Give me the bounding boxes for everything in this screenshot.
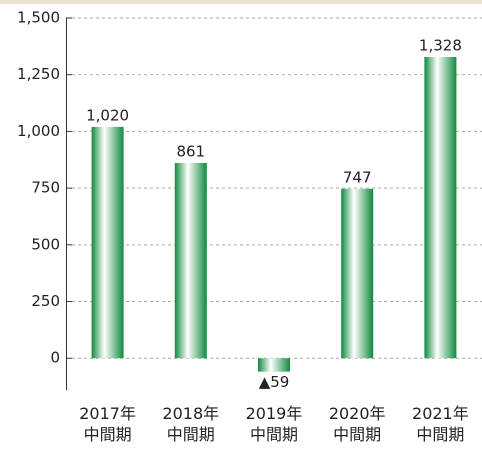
bar [424, 57, 457, 359]
value-label: 861 [176, 142, 205, 160]
bar [174, 162, 207, 359]
y-tick-label: 1,000 [17, 122, 60, 140]
y-tick-label: 1,250 [17, 65, 60, 83]
value-label: ▲59 [259, 373, 290, 391]
y-tick-label: 750 [31, 179, 60, 197]
value-label: 747 [343, 168, 372, 186]
y-tick-label: 1,500 [17, 9, 60, 27]
value-label: 1,328 [419, 37, 462, 55]
x-tick-label: 2018年 中間期 [162, 404, 220, 444]
y-tick-label: 250 [31, 292, 60, 310]
x-tick-label: 2020年 中間期 [328, 404, 386, 444]
value-label: 1,020 [86, 106, 129, 124]
y-tick-label: 500 [31, 235, 60, 253]
x-tick-label: 2019年 中間期 [245, 404, 303, 444]
x-tick-label: 2021年 中間期 [412, 404, 469, 444]
top-band [0, 0, 482, 4]
bar [341, 188, 374, 359]
x-tick-label: 2017年 中間期 [79, 404, 136, 444]
y-tick-label: 0 [50, 349, 60, 367]
bar [258, 358, 290, 372]
bar [91, 126, 124, 359]
